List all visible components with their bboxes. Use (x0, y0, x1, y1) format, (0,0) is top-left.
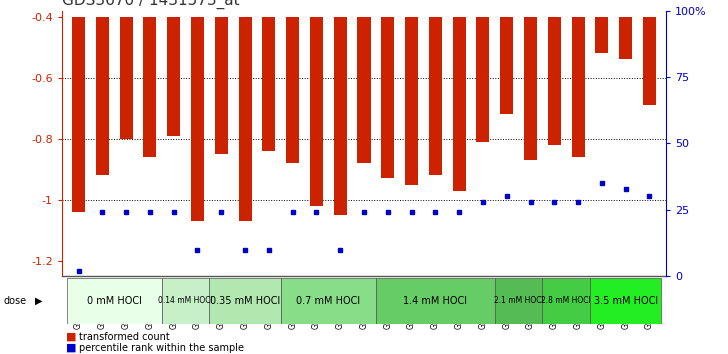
Bar (381, 17, 395, 178)
Bar (376, 278, 495, 324)
Bar (643, 17, 656, 105)
Bar (405, 17, 418, 184)
Text: ■: ■ (66, 332, 76, 342)
Text: percentile rank within the sample: percentile rank within the sample (79, 343, 244, 353)
Text: ▶: ▶ (35, 296, 42, 306)
Bar (542, 278, 590, 324)
Bar (119, 17, 132, 139)
Text: dose: dose (4, 296, 27, 306)
Bar (281, 278, 376, 324)
Bar (72, 17, 85, 212)
Text: ■: ■ (66, 343, 76, 353)
Text: 0.7 mM HOCl: 0.7 mM HOCl (296, 296, 360, 306)
Bar (596, 17, 609, 53)
Bar (67, 278, 162, 324)
Text: 1.4 mM HOCl: 1.4 mM HOCl (403, 296, 467, 306)
Bar (262, 17, 275, 151)
Bar (310, 17, 323, 206)
Bar (619, 17, 632, 59)
Bar (210, 278, 281, 324)
Bar (590, 278, 661, 324)
Bar (453, 17, 466, 191)
Bar (500, 17, 513, 114)
Bar (495, 278, 542, 324)
Bar (143, 17, 157, 157)
Text: 3.5 mM HOCl: 3.5 mM HOCl (593, 296, 657, 306)
Bar (239, 17, 252, 221)
Text: GDS3670 / 1431573_at: GDS3670 / 1431573_at (62, 0, 240, 9)
Text: 0 mM HOCl: 0 mM HOCl (87, 296, 142, 306)
Bar (476, 17, 489, 142)
Text: transformed count: transformed count (79, 332, 170, 342)
Text: 0.35 mM HOCl: 0.35 mM HOCl (210, 296, 280, 306)
Bar (547, 17, 561, 145)
Bar (429, 17, 442, 176)
Text: 2.8 mM HOCl: 2.8 mM HOCl (542, 296, 591, 306)
Bar (333, 17, 347, 215)
Text: 0.14 mM HOCl: 0.14 mM HOCl (158, 296, 213, 306)
Bar (571, 17, 585, 157)
Bar (524, 17, 537, 160)
Bar (96, 17, 109, 176)
Bar (191, 17, 204, 221)
Bar (215, 17, 228, 154)
Text: 2.1 mM HOCl: 2.1 mM HOCl (494, 296, 544, 306)
Bar (167, 17, 181, 136)
Bar (357, 17, 371, 163)
Bar (162, 278, 210, 324)
Bar (286, 17, 299, 163)
